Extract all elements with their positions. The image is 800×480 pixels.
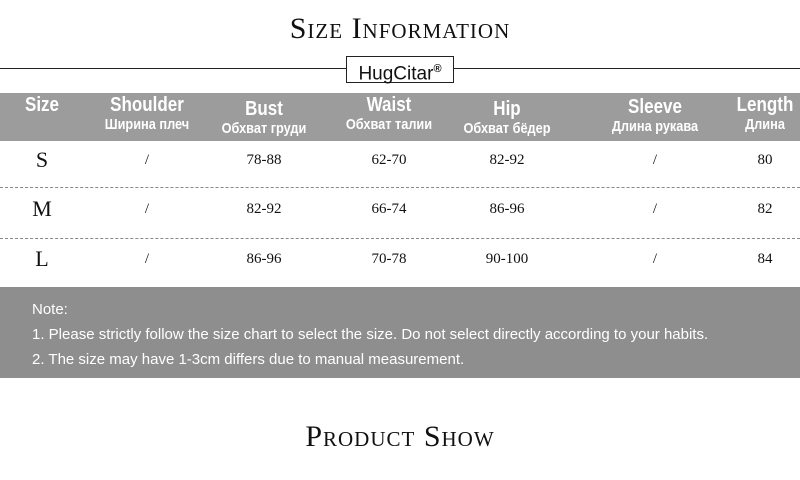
column-header-shoulder: Shoulder Ширина плеч — [77, 93, 217, 133]
size-cell: L — [35, 246, 49, 271]
column-label-en: Waist — [366, 94, 412, 116]
table-cell: 82 — [757, 201, 773, 217]
note-line-2: 2. The size may have 1-3cm differs due t… — [32, 351, 465, 368]
column-label-ru: Длина — [745, 116, 785, 133]
table-cell: / — [652, 152, 658, 168]
product-show-title: Product Show — [305, 420, 495, 453]
table-cell: 84 — [757, 251, 773, 267]
table-cell: 78-88 — [246, 152, 282, 168]
table-cell: 86-96 — [246, 251, 282, 267]
column-label-en: Sleeve — [628, 96, 682, 118]
brand-logo: HugCitar® — [346, 56, 454, 84]
column-header-size: Size — [0, 93, 112, 117]
table-cell: 66-74 — [371, 201, 407, 217]
column-header-length: Length Длина — [695, 93, 800, 133]
note-box: Note: 1. Please strictly follow the size… — [0, 287, 800, 378]
column-label-en: Size — [24, 94, 60, 116]
table-cell: 80 — [757, 152, 773, 168]
table-cell: / — [144, 152, 150, 168]
table-cell: / — [652, 201, 658, 217]
row-divider — [0, 238, 800, 239]
column-header-sleeve: Sleeve Длина рукава — [585, 95, 725, 135]
row-divider — [0, 187, 800, 188]
table-cell: 82-92 — [489, 152, 525, 168]
column-label-ru: Обхват груди — [221, 120, 307, 137]
divider-right — [454, 68, 800, 69]
column-label-en: Bust — [245, 98, 283, 120]
size-cell: S — [35, 147, 49, 172]
table-cell: 82-92 — [246, 201, 282, 217]
column-header-waist: Waist Обхват талии — [319, 93, 459, 133]
size-cell: M — [32, 196, 52, 221]
table-cell: / — [652, 251, 658, 267]
column-label-en: Length — [736, 94, 794, 116]
table-header: Size Shoulder Ширина плеч Bust Обхват груди W… — [0, 93, 800, 141]
column-label-en: Shoulder — [110, 94, 184, 116]
column-label-ru: Обхват бёдер — [463, 120, 551, 137]
table-cell: / — [144, 201, 150, 217]
column-label-ru: Ширина плеч — [104, 116, 190, 133]
table-cell: 86-96 — [489, 201, 525, 217]
column-header-bust: Bust Обхват груди — [194, 97, 334, 137]
table-cell: 62-70 — [371, 152, 407, 168]
size-info-title: Size Information — [289, 12, 511, 45]
note-label: Note: — [32, 301, 68, 318]
note-line-1: 1. Please strictly follow the size chart… — [32, 326, 709, 343]
column-header-hip: Hip Обхват бёдер — [437, 97, 577, 137]
divider-left — [0, 68, 346, 69]
column-label-en: Hip — [493, 98, 521, 120]
table-cell: / — [144, 251, 150, 267]
column-label-ru: Обхват талии — [345, 116, 433, 133]
column-label-ru: Длина рукава — [611, 118, 699, 135]
table-cell: 90-100 — [485, 251, 529, 267]
table-cell: 70-78 — [371, 251, 407, 267]
